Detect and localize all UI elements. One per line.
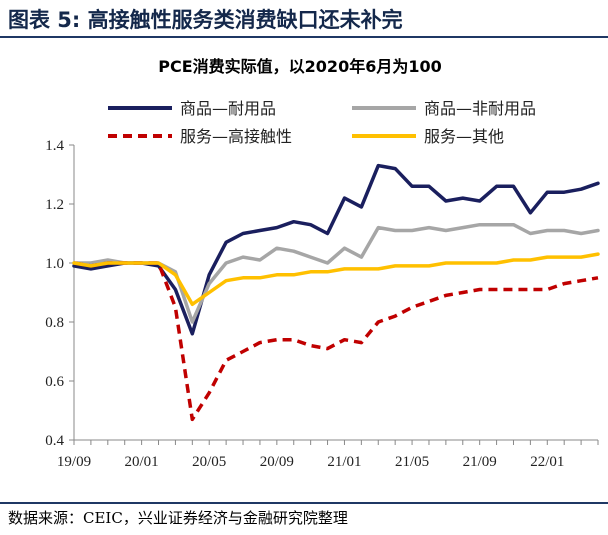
x-tick-label: 21/05	[395, 454, 429, 470]
y-tick-label: 0.6	[45, 374, 64, 390]
y-tick-label: 1.4	[45, 138, 64, 154]
source-note: 数据来源：CEIC，兴业证券经济与金融研究院整理	[8, 509, 348, 527]
x-tick-label: 19/09	[57, 454, 91, 470]
y-tick-label: 1.2	[45, 197, 64, 213]
figure-title: 图表 5: 高接触性服务类消费缺口还未补完	[8, 8, 403, 32]
x-tick-label: 20/05	[192, 454, 226, 470]
legend-label-2: 商品—非耐用品	[424, 99, 536, 118]
series-line-2	[72, 222, 600, 324]
series-line-1	[72, 163, 600, 336]
legend-label-3: 服务—高接触性	[180, 127, 292, 146]
series-line-4	[72, 252, 600, 307]
y-tick-label: 1.0	[45, 256, 64, 272]
x-tick-label: 21/01	[327, 454, 361, 470]
bottom-rule	[0, 502, 608, 504]
x-tick-label: 20/09	[260, 454, 294, 470]
axes: 0.4 0.6 0.8 1.0 1.2 1.4 19/09 20/01 20/05 20/09 21…	[45, 138, 599, 470]
x-tick-label: 22/01	[530, 454, 564, 470]
series-layer	[72, 163, 600, 422]
legend-label-4: 服务—其他	[424, 127, 504, 146]
chart-title: PCE消费实际值，以2020年6月为100	[158, 57, 441, 76]
legend-label-1: 商品—耐用品	[180, 99, 276, 118]
pce-line-chart: PCE消费实际值，以2020年6月为100 商品—耐用品 商品—非耐用品服务—高接…	[45, 57, 600, 470]
x-tick-label: 21/09	[463, 454, 497, 470]
y-tick-label: 0.8	[45, 315, 64, 331]
y-tick-label: 0.4	[45, 433, 64, 449]
x-tick-label: 20/01	[125, 454, 159, 470]
series-line-3	[73, 261, 599, 422]
top-rule	[0, 36, 608, 38]
